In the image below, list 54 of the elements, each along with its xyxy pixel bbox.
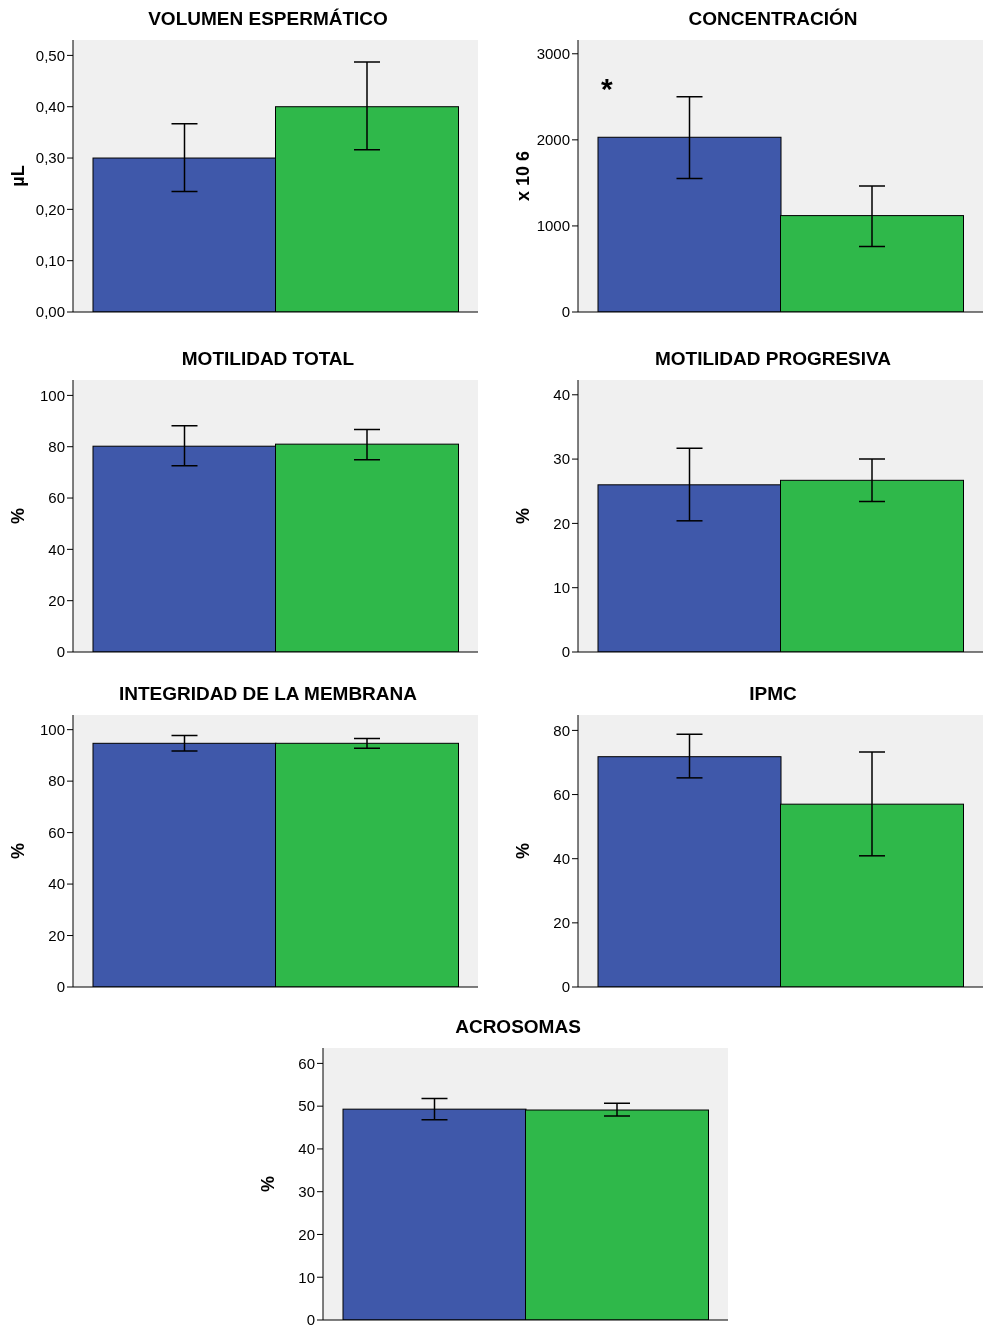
y-tick-label: 60 xyxy=(48,823,65,841)
y-tick-label: 0,20 xyxy=(35,200,65,218)
y-tick-label: 1000 xyxy=(536,217,570,235)
y-tick-label: 60 xyxy=(553,785,570,803)
chart-title: INTEGRIDAD DE LA MEMBRANA xyxy=(118,683,418,706)
y-tick-label: 0,30 xyxy=(35,149,65,167)
y-tick-label: 20 xyxy=(48,592,65,609)
y-tick-label: 0,00 xyxy=(35,303,65,321)
y-tick-label: 20 xyxy=(553,914,570,932)
y-tick-label: 2000 xyxy=(536,131,570,149)
y-axis-title: % xyxy=(513,507,534,525)
chart-title: MOTILIDAD TOTAL xyxy=(180,348,356,371)
y-tick-label: 40 xyxy=(48,540,65,558)
chart-title: CONCENTRACIÓN xyxy=(687,8,859,31)
y-tick-label: 3000 xyxy=(536,45,570,63)
y-tick-label: 40 xyxy=(553,386,570,404)
y-tick-label: 80 xyxy=(553,721,570,739)
y-tick-label: 30 xyxy=(298,1183,315,1201)
y-tick-label: 80 xyxy=(48,772,65,790)
y-axis-title: % xyxy=(513,842,534,860)
y-tick-label: 10 xyxy=(298,1268,315,1286)
y-tick-label: 0,10 xyxy=(35,252,65,269)
y-tick-label: 30 xyxy=(553,450,570,468)
y-axis-title: % xyxy=(258,1175,279,1193)
y-tick-label: 100 xyxy=(39,720,65,738)
y-axis-title: x 10 6 xyxy=(513,150,534,202)
y-tick-label: 0,40 xyxy=(35,98,65,116)
y-tick-label: 40 xyxy=(553,850,570,868)
y-axis-title: % xyxy=(8,507,29,525)
y-tick-label: 40 xyxy=(298,1140,315,1158)
chart-title: ACROSOMAS xyxy=(454,1016,582,1039)
y-tick-label: 80 xyxy=(48,438,65,456)
y-tick-label: 40 xyxy=(48,875,65,893)
y-tick-label: 0 xyxy=(561,643,570,661)
annotation: * xyxy=(601,72,613,106)
y-tick-label: 100 xyxy=(39,386,65,404)
y-tick-label: 20 xyxy=(553,514,570,532)
y-axis-title: µL xyxy=(8,165,29,187)
y-tick-label: 0 xyxy=(56,978,65,996)
y-tick-label: 60 xyxy=(298,1054,315,1072)
y-axis-title: % xyxy=(8,842,29,860)
chart-title: MOTILIDAD PROGRESIVA xyxy=(653,348,893,371)
y-tick-label: 0 xyxy=(306,1311,315,1329)
y-tick-label: 20 xyxy=(48,926,65,944)
chart-title: VOLUMEN ESPERMÁTICO xyxy=(147,8,389,31)
y-tick-label: 60 xyxy=(48,489,65,507)
y-tick-label: 0 xyxy=(561,978,570,996)
chart-title: IPMC xyxy=(748,683,798,706)
y-tick-label: 20 xyxy=(298,1225,315,1243)
y-tick-label: 0 xyxy=(561,303,570,321)
y-tick-label: 0,50 xyxy=(35,46,65,64)
y-tick-label: 50 xyxy=(298,1097,315,1115)
y-tick-label: 10 xyxy=(553,579,570,597)
y-tick-label: 0 xyxy=(56,643,65,661)
